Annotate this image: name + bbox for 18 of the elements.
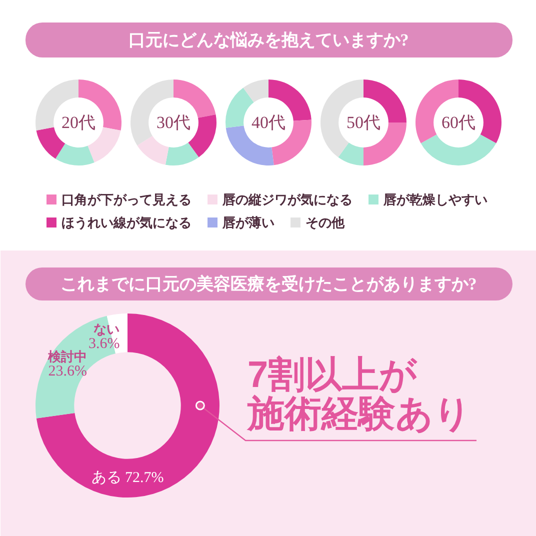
legend-label: ほうれい線が気になる (62, 215, 192, 230)
legend-label: 唇が薄い (222, 215, 274, 230)
text: 20代 (62, 113, 96, 132)
text: 50代 (346, 113, 380, 132)
text: 7割以上が施術経験あり (248, 354, 472, 434)
text: 30代 (156, 113, 190, 132)
slice-label: 検討中 (47, 348, 88, 364)
legend-label: 唇が乾燥しやすい (382, 192, 488, 207)
legend-label: 口角が下がって見える (62, 192, 192, 207)
text: これまでに口元の美容医療を受けたことがありますか? (60, 274, 477, 294)
slice-label: ない (94, 322, 120, 337)
text: 40代 (252, 113, 286, 132)
text: 60代 (442, 113, 476, 132)
legend-label: その他 (306, 215, 346, 230)
data-label: 23.6% (48, 363, 87, 380)
legend-label: 唇の縦ジワが気になる (222, 192, 352, 207)
slice-label: ある 72.7% (91, 470, 164, 486)
chart-title: 口元にどんな悩みを抱えていますか? (128, 30, 409, 50)
